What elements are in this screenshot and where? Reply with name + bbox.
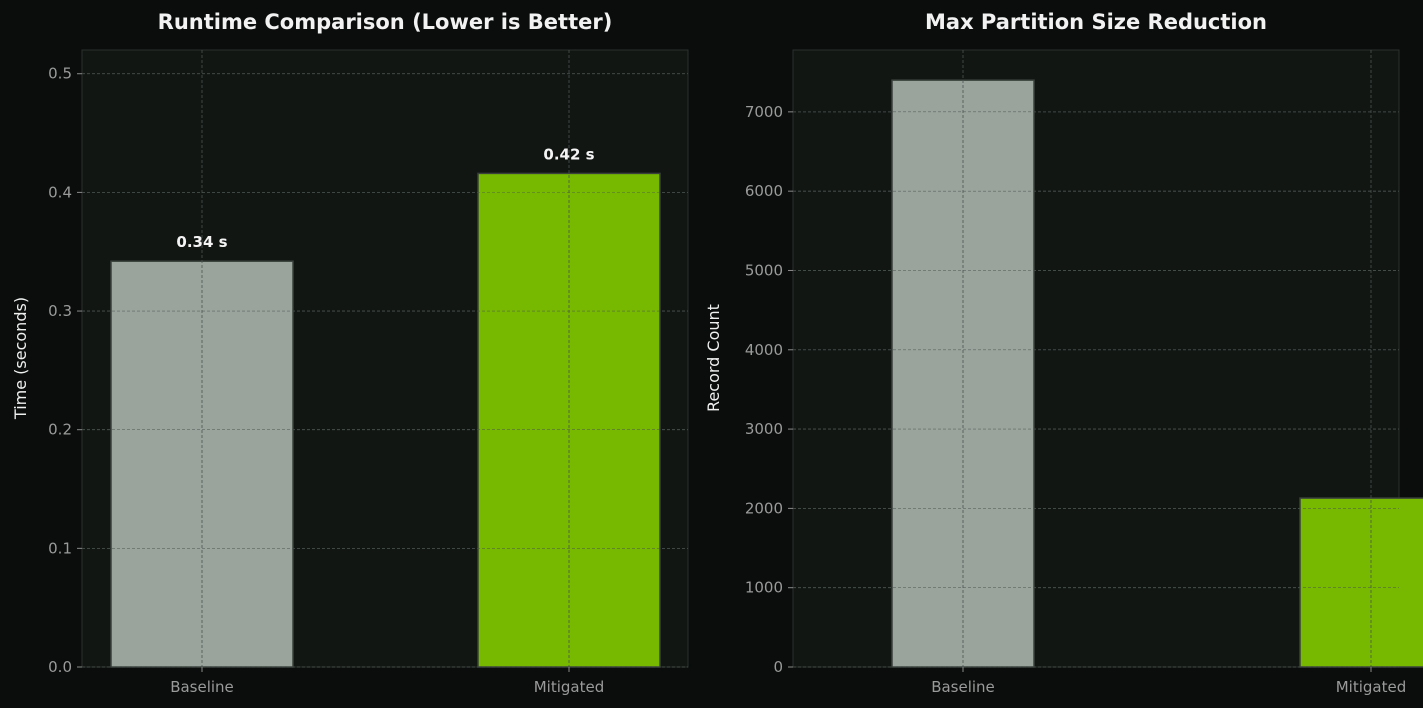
partition-x-tick-label: Baseline [931, 678, 995, 696]
runtime-y-tick-label: 0.4 [48, 183, 72, 201]
partition-y-axis-label: Record Count [704, 304, 723, 412]
runtime-y-tick-label: 0.1 [48, 539, 72, 557]
partition-y-tick-label: 0 [773, 658, 783, 676]
partition-y-tick-label: 6000 [745, 182, 783, 200]
runtime-y-tick-label: 0.3 [48, 302, 72, 320]
partition-y-tick-label: 7000 [745, 103, 783, 121]
partition-y-tick-label: 5000 [745, 261, 783, 279]
partition-y-tick-label: 1000 [745, 579, 783, 597]
runtime-y-tick-label: 0.5 [48, 65, 72, 83]
runtime-y-tick-label: 0.2 [48, 421, 72, 439]
partition-y-tick-label: 4000 [745, 341, 783, 359]
runtime-y-axis-label: Time (seconds) [11, 297, 30, 420]
runtime-x-tick-label: Baseline [170, 678, 234, 696]
runtime-x-tick-label: Mitigated [534, 678, 605, 696]
runtime-y-tick-label: 0.0 [48, 658, 72, 676]
partition-y-tick-label: 3000 [745, 420, 783, 438]
partition-x-tick-label: Mitigated [1336, 678, 1407, 696]
partition-chart-title: Max Partition Size Reduction [925, 10, 1267, 34]
partition-y-tick-label: 2000 [745, 499, 783, 517]
runtime-data-label: 0.42 s [543, 145, 594, 163]
runtime-chart-title: Runtime Comparison (Lower is Better) [158, 10, 613, 34]
partition-bar-baseline [891, 79, 1035, 668]
runtime-data-label: 0.34 s [176, 233, 227, 251]
partition-bar-mitigated [1299, 497, 1423, 668]
runtime-bar-baseline [110, 260, 294, 668]
partition-chart: Max Partition Size Reduction Record Coun… [704, 10, 1423, 696]
runtime-chart: Runtime Comparison (Lower is Better) Tim… [11, 10, 689, 696]
